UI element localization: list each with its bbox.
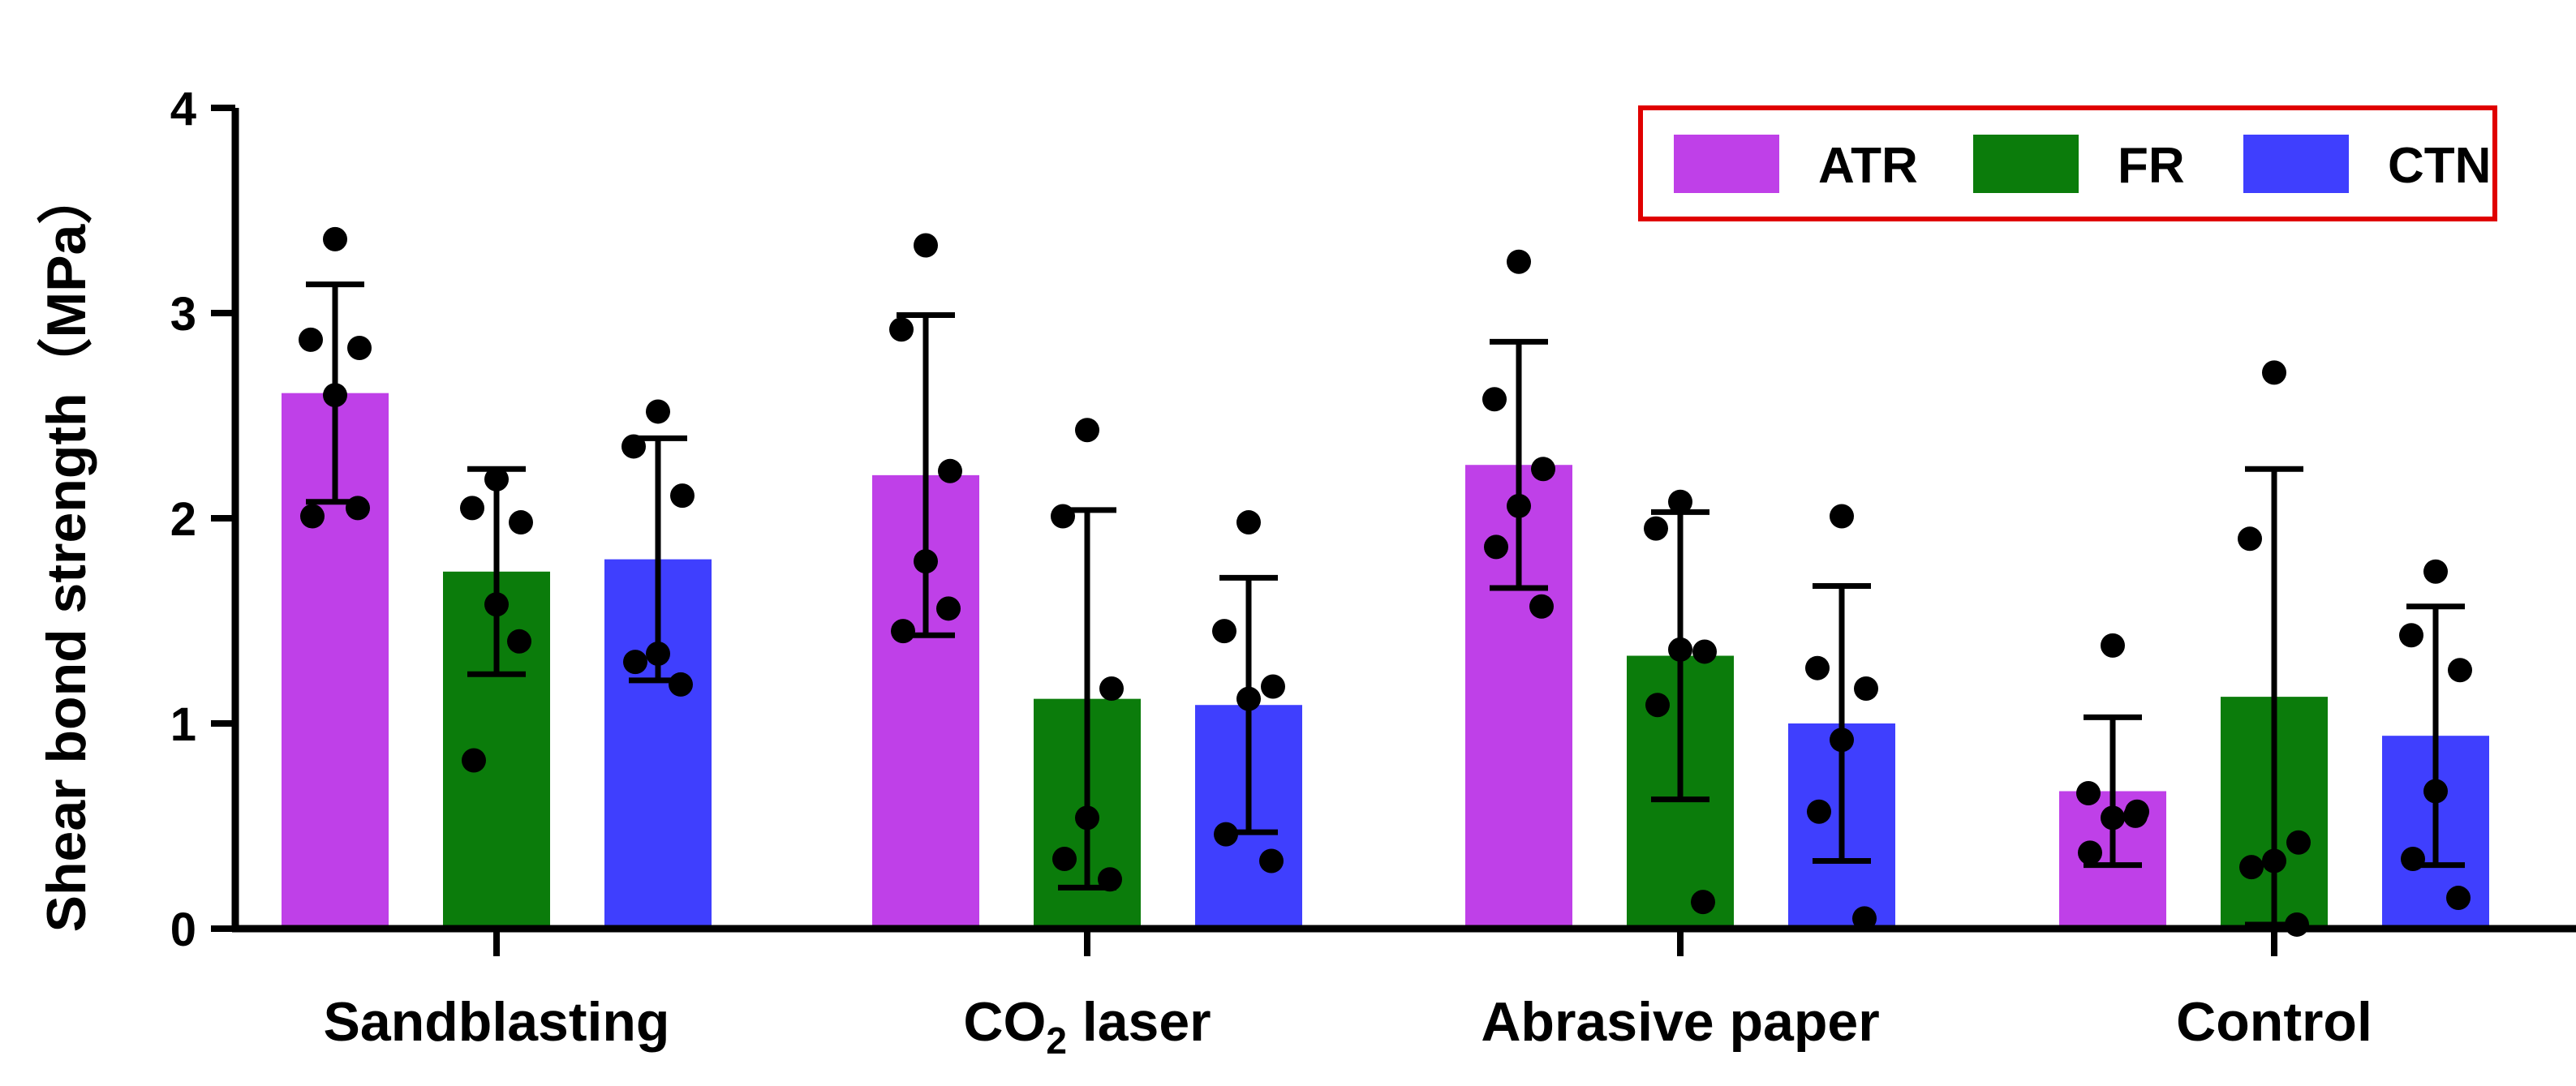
y-tick-label-0: 0 <box>170 904 196 956</box>
data-point-ctn-3-2 <box>2448 658 2472 683</box>
data-point-atr-0-1 <box>299 327 323 352</box>
data-point-atr-2-0 <box>1507 249 1531 274</box>
data-point-fr-3-5 <box>2285 912 2309 937</box>
data-point-atr-2-3 <box>1507 493 1531 518</box>
data-point-fr-1-1 <box>1051 504 1075 529</box>
data-point-atr-1-4 <box>891 619 915 644</box>
error-bar-ctn-2 <box>1813 582 1871 865</box>
data-point-fr-0-2 <box>509 510 533 535</box>
data-point-ctn-3-1 <box>2399 623 2423 648</box>
legend-swatch-fr <box>1973 135 2079 193</box>
data-point-ctn-0-3 <box>646 641 670 666</box>
error-bar-atr-2 <box>1490 338 1548 591</box>
data-point-atr-0-3 <box>323 383 347 408</box>
data-point-fr-0-3 <box>484 592 509 617</box>
data-point-ctn-0-5 <box>669 672 693 697</box>
legend-box <box>1638 105 2497 221</box>
axes: 0 1 2 3 4 Sandblasting CO2 laser Abrasive paper… <box>170 83 2576 1062</box>
data-point-ctn-1-5 <box>1259 848 1284 874</box>
data-point-atr-1-5 <box>936 596 961 621</box>
data-point-ctn-0-2 <box>670 483 695 509</box>
data-point-atr-0-5 <box>346 496 370 521</box>
data-point-ctn-1-1 <box>1212 619 1236 644</box>
data-point-atr-3-5 <box>2123 803 2148 828</box>
data-point-ctn-2-4 <box>1807 799 1831 824</box>
data-point-ctn-2-2 <box>1854 676 1878 701</box>
data-point-ctn-3-0 <box>2423 559 2448 584</box>
x-category-label-2: Abrasive paper <box>1481 991 1879 1053</box>
data-point-fr-3-2 <box>2286 830 2311 855</box>
data-point-fr-2-4 <box>1645 693 1670 718</box>
data-point-atr-3-0 <box>2101 633 2125 658</box>
data-point-ctn-3-3 <box>2423 779 2448 804</box>
legend-swatch-ctn <box>2243 135 2349 193</box>
data-point-atr-1-2 <box>938 458 962 483</box>
y-tick-label-1: 1 <box>170 698 196 751</box>
data-point-ctn-1-0 <box>1236 510 1261 535</box>
y-axis-label: Shear bond strength（MPa） <box>36 170 97 933</box>
data-point-atr-3-3 <box>2101 805 2125 831</box>
data-point-fr-3-3 <box>2262 848 2286 874</box>
data-point-ctn-2-0 <box>1830 504 1854 529</box>
data-point-ctn-1-4 <box>1214 822 1238 847</box>
data-point-atr-2-5 <box>1529 594 1554 619</box>
x-category-label-3: Control <box>2176 991 2372 1053</box>
data-point-fr-1-4 <box>1052 846 1077 871</box>
data-point-fr-0-1 <box>460 496 484 521</box>
data-point-fr-3-1 <box>2238 526 2262 552</box>
data-point-atr-1-0 <box>914 233 938 258</box>
data-point-fr-1-2 <box>1099 676 1124 701</box>
data-point-atr-2-4 <box>1484 534 1508 560</box>
data-point-fr-1-0 <box>1075 418 1099 443</box>
data-point-atr-1-1 <box>889 317 914 342</box>
y-tick-label-4: 4 <box>170 83 196 135</box>
error-bar-atr-3 <box>2084 714 2142 869</box>
data-points-layer <box>299 226 2472 937</box>
data-point-ctn-0-4 <box>623 650 647 675</box>
legend-label-ctn: CTN <box>2388 138 2491 194</box>
legend-label-atr: ATR <box>1818 138 1918 194</box>
y-tick-label-3: 3 <box>170 288 196 341</box>
data-point-fr-0-4 <box>462 748 486 773</box>
legend: ATR FR CTN <box>1638 105 2497 221</box>
y-tick-label-2: 2 <box>170 493 196 546</box>
data-point-atr-3-4 <box>2078 840 2102 865</box>
x-category-label-0: Sandblasting <box>324 991 670 1053</box>
bars-layer <box>282 393 2489 929</box>
data-point-fr-1-5 <box>1098 867 1122 892</box>
data-point-ctn-2-1 <box>1805 655 1830 680</box>
data-point-atr-0-2 <box>347 336 372 361</box>
data-point-ctn-0-1 <box>621 434 646 459</box>
data-point-fr-1-3 <box>1075 805 1099 831</box>
data-point-fr-2-5 <box>1691 890 1715 915</box>
data-point-ctn-1-2 <box>1261 674 1285 699</box>
data-point-fr-2-2 <box>1692 639 1717 664</box>
legend-swatch-atr <box>1674 135 1779 193</box>
data-point-atr-3-1 <box>2076 781 2101 806</box>
data-point-atr-0-0 <box>323 226 347 251</box>
data-point-ctn-2-5 <box>1852 906 1877 931</box>
data-point-ctn-1-3 <box>1236 686 1261 711</box>
data-point-atr-2-2 <box>1531 457 1555 482</box>
data-point-ctn-0-0 <box>646 399 670 424</box>
data-point-ctn-3-4 <box>2401 846 2425 871</box>
data-point-ctn-2-3 <box>1830 728 1854 753</box>
data-point-fr-0-0 <box>484 466 509 491</box>
data-point-ctn-3-5 <box>2446 886 2471 911</box>
data-point-atr-1-3 <box>914 549 938 574</box>
data-point-fr-2-0 <box>1668 489 1692 514</box>
data-point-fr-0-5 <box>507 629 531 654</box>
x-category-label-1: CO2 laser <box>963 991 1211 1062</box>
data-point-fr-2-3 <box>1668 637 1692 662</box>
data-point-fr-3-4 <box>2239 855 2264 880</box>
data-point-atr-0-4 <box>300 504 325 529</box>
data-point-fr-2-1 <box>1644 516 1668 541</box>
data-point-fr-3-0 <box>2262 360 2286 385</box>
legend-label-fr: FR <box>2118 138 2185 194</box>
data-point-atr-2-1 <box>1482 387 1507 412</box>
